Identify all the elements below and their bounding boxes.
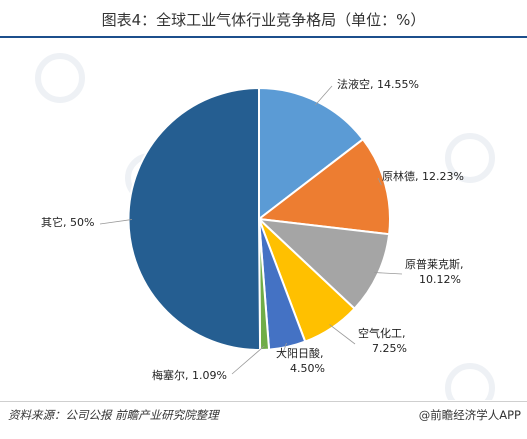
- leader-line: [329, 324, 356, 345]
- pie-slice: [256, 217, 391, 311]
- source-note: 资料来源：公司公报 前瞻产业研究院整理: [8, 408, 219, 422]
- slice-label: 空气化工, 7.25%: [358, 326, 407, 355]
- leader-line: [281, 342, 287, 357]
- slice-label: 原林德, 12.23%: [382, 169, 464, 183]
- leader-line: [377, 177, 382, 186]
- slice-label: 梅塞尔, 1.09%: [152, 368, 227, 382]
- footer-divider: [0, 401, 527, 402]
- watermark-mark: [35, 53, 85, 103]
- watermark-mark: [445, 363, 495, 400]
- pie-slices: [127, 86, 391, 352]
- slice-labels: 法液空, 14.55% 原林德, 12.23% 原普莱克斯, 10.12% 空气化工, 7…: [41, 77, 464, 382]
- pie-slice: [256, 137, 391, 236]
- slice-label: 其它, 50%: [41, 215, 94, 229]
- slice-label: 大阳日酸, 4.50%: [276, 346, 325, 375]
- leader-lines: [99, 85, 403, 375]
- brand-credit: @前瞻经济学人APP: [418, 408, 521, 422]
- leader-line: [231, 345, 265, 375]
- slice-label: 法液空, 14.55%: [337, 77, 419, 91]
- pie-chart: 法液空, 14.55% 原林德, 12.23% 原普莱克斯, 10.12% 空气化工, 7…: [35, 53, 495, 400]
- leader-line: [99, 219, 133, 225]
- pie-slice: [127, 86, 262, 352]
- leader-line: [374, 272, 403, 275]
- leader-line: [314, 85, 333, 106]
- title-divider: [0, 36, 527, 38]
- watermark-mark: [445, 133, 495, 183]
- slice-label: 原普莱克斯, 10.12%: [405, 257, 464, 286]
- pie-slice: [258, 86, 365, 222]
- chart-title: 图表4：全球工业气体行业竞争格局（单位：%）: [101, 11, 426, 29]
